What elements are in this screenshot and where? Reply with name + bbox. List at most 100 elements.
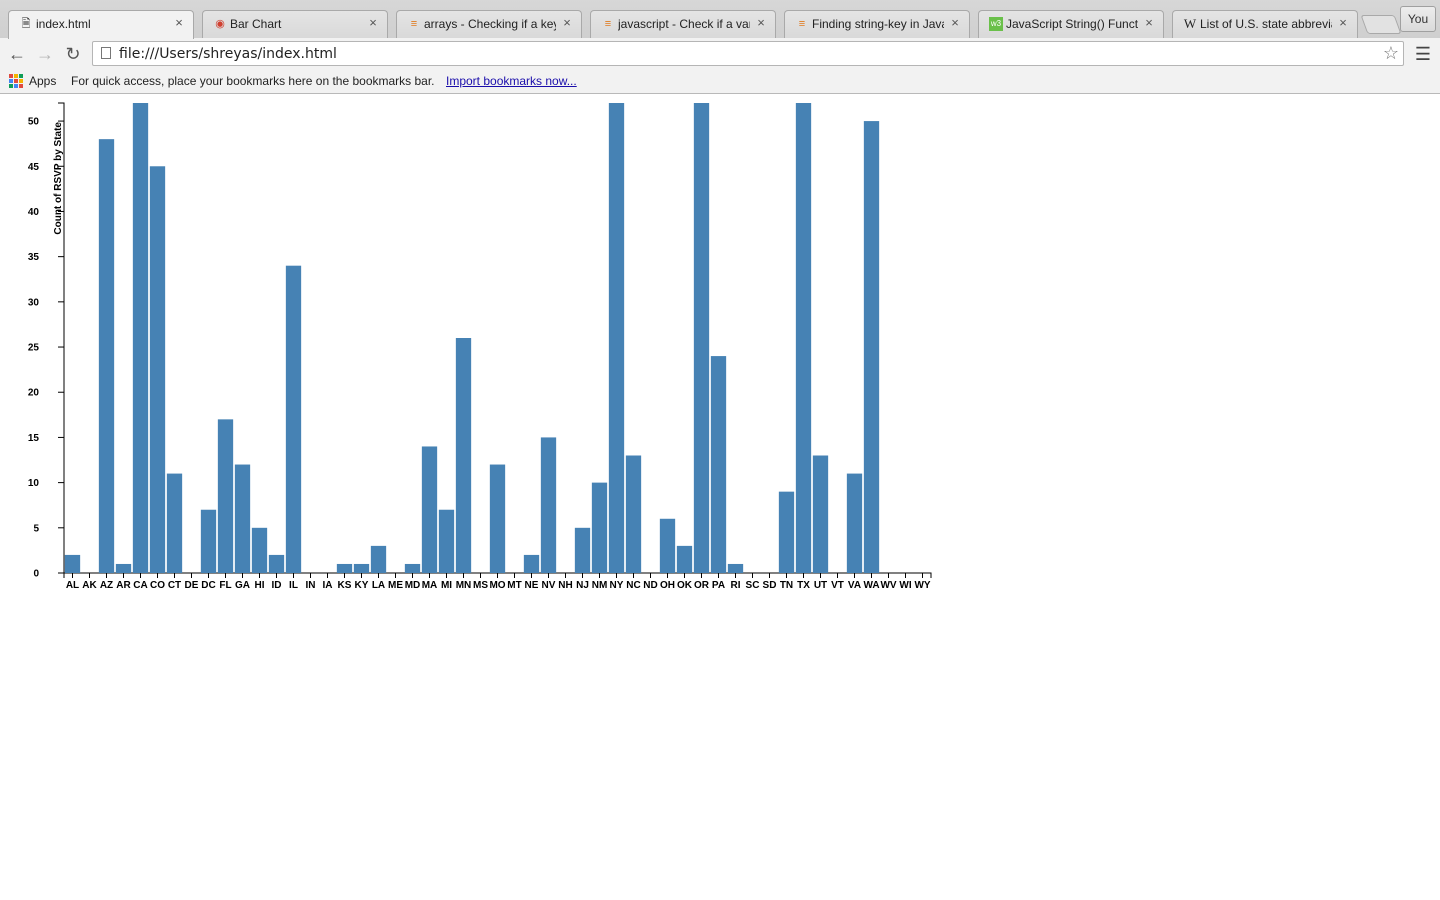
- bar-ny: [608, 103, 625, 573]
- bookmarks-hint: For quick access, place your bookmarks h…: [71, 74, 435, 88]
- y-tick-label: 35: [28, 252, 40, 263]
- x-tick-label: AR: [116, 580, 131, 591]
- x-tick-label: WV: [880, 580, 896, 591]
- close-icon[interactable]: ×: [757, 15, 765, 30]
- y-tick-label: 25: [28, 343, 40, 354]
- forward-arrow-icon[interactable]: →: [36, 44, 54, 64]
- close-icon[interactable]: ×: [1145, 15, 1153, 30]
- tab-index-html[interactable]: 🗎 index.html ×: [8, 10, 194, 39]
- bar-wa: [863, 121, 880, 573]
- colorful-icon: ◉: [215, 18, 225, 30]
- close-icon[interactable]: ×: [175, 15, 183, 30]
- x-tick-label: FL: [219, 580, 231, 591]
- bar-ma: [421, 446, 438, 573]
- bar-ar: [115, 563, 132, 573]
- x-tick-label: DE: [185, 580, 199, 591]
- bars: [64, 103, 880, 573]
- bar-az: [98, 139, 115, 573]
- x-tick-label: RI: [731, 580, 741, 591]
- y-tick-label: 40: [28, 207, 40, 218]
- x-tick-label: OR: [694, 580, 710, 591]
- bar-fl: [217, 419, 234, 573]
- apps-label[interactable]: Apps: [29, 74, 57, 88]
- bar-mo: [489, 464, 506, 573]
- bar-va: [846, 473, 863, 573]
- toolbar: ← → ↻ ☆ ☰: [0, 38, 1440, 70]
- address-bar[interactable]: ☆: [92, 41, 1404, 66]
- y-tick-label: 0: [33, 569, 39, 580]
- x-tick-label: ID: [272, 580, 282, 591]
- profile-button[interactable]: You: [1400, 6, 1436, 32]
- x-tick-label: AK: [82, 580, 97, 591]
- x-tick-label: AL: [66, 580, 79, 591]
- x-tick-label: MI: [441, 580, 452, 591]
- tab-bar-chart[interactable]: ◉ Bar Chart ×: [202, 10, 388, 38]
- bookmarks-bar: Apps For quick access, place your bookma…: [0, 70, 1440, 94]
- tab-javascript-check[interactable]: ≡ javascript - Check if a vari ×: [590, 10, 776, 38]
- x-tick-label: TX: [797, 580, 810, 591]
- bar-ct: [166, 473, 183, 573]
- tab-title: List of U.S. state abbreviati: [1200, 17, 1332, 31]
- x-tick-label: OK: [677, 580, 693, 591]
- x-tick-label: WI: [899, 580, 911, 591]
- back-arrow-icon[interactable]: ←: [8, 44, 26, 64]
- bar-ky: [353, 563, 370, 573]
- tab-title: javascript - Check if a vari: [618, 17, 750, 31]
- tab-arrays-checking[interactable]: ≡ arrays - Checking if a key ×: [396, 10, 582, 38]
- x-tick-label: IN: [306, 580, 316, 591]
- bar-tx: [795, 103, 812, 573]
- url-input[interactable]: [119, 44, 1359, 63]
- x-tick-label: TN: [780, 580, 793, 591]
- x-tick-label: OH: [660, 580, 675, 591]
- x-tick-label: ND: [643, 580, 657, 591]
- x-tick-label: KY: [355, 580, 369, 591]
- bar-chart: 0 5 10 15 20 25 30 35 40 45 50 AL AK AZ AR CA CO CT DE DC F…: [28, 102, 932, 591]
- page-content: 0 5 10 15 20 25 30 35 40 45 50 AL AK AZ AR CA CO CT DE DC F…: [0, 94, 1440, 900]
- x-tick-label: VT: [831, 580, 844, 591]
- stack-overflow-icon: ≡: [410, 18, 418, 30]
- x-tick-label: MO: [489, 580, 505, 591]
- y-tick-label: 30: [28, 297, 40, 308]
- close-icon[interactable]: ×: [951, 15, 959, 30]
- menu-icon[interactable]: ☰: [1414, 44, 1432, 64]
- x-tick-label: MT: [507, 580, 521, 591]
- reload-icon[interactable]: ↻: [65, 44, 81, 64]
- y-tick-label: 20: [28, 388, 40, 399]
- x-tick-label: MN: [456, 580, 472, 591]
- x-tick-label: HI: [255, 580, 265, 591]
- bar-nc: [625, 455, 642, 573]
- bar-nm: [591, 482, 608, 573]
- tab-title: arrays - Checking if a key: [424, 17, 556, 31]
- close-icon[interactable]: ×: [369, 15, 377, 30]
- tab-title: Bar Chart: [230, 17, 282, 31]
- wikipedia-icon: W: [1183, 16, 1197, 31]
- bar-mi: [438, 509, 455, 573]
- y-tick-label: 5: [33, 523, 39, 534]
- tab-title: JavaScript String() Function: [1006, 17, 1138, 31]
- x-tick-label: NH: [558, 580, 572, 591]
- x-tick-label: MA: [422, 580, 438, 591]
- x-tick-label: IA: [323, 580, 333, 591]
- bar-ga: [234, 464, 251, 573]
- tab-finding-string-key[interactable]: ≡ Finding string-key in Java ×: [784, 10, 970, 38]
- page-icon: 🗎: [21, 18, 31, 30]
- x-tick-label: SD: [763, 580, 777, 591]
- import-bookmarks-link[interactable]: Import bookmarks now...: [446, 74, 577, 88]
- tab-javascript-string[interactable]: w3 JavaScript String() Function ×: [978, 10, 1164, 38]
- bar-ks: [336, 563, 353, 573]
- bar-tn: [778, 491, 795, 573]
- bar-pa: [710, 356, 727, 573]
- close-icon[interactable]: ×: [1339, 15, 1347, 30]
- new-tab-button[interactable]: [1360, 15, 1402, 34]
- x-tick-label: CA: [133, 580, 147, 591]
- bar-md: [404, 563, 421, 573]
- apps-grid-icon[interactable]: [9, 74, 23, 88]
- close-icon[interactable]: ×: [563, 15, 571, 30]
- tab-us-state-abbreviations[interactable]: W List of U.S. state abbreviati ×: [1172, 10, 1358, 38]
- star-icon[interactable]: ☆: [1382, 43, 1399, 63]
- x-tick-label: NY: [610, 580, 624, 591]
- x-tick-label: CO: [150, 580, 165, 591]
- w3schools-icon: w3: [989, 17, 1003, 31]
- x-tick-label: CT: [168, 580, 181, 591]
